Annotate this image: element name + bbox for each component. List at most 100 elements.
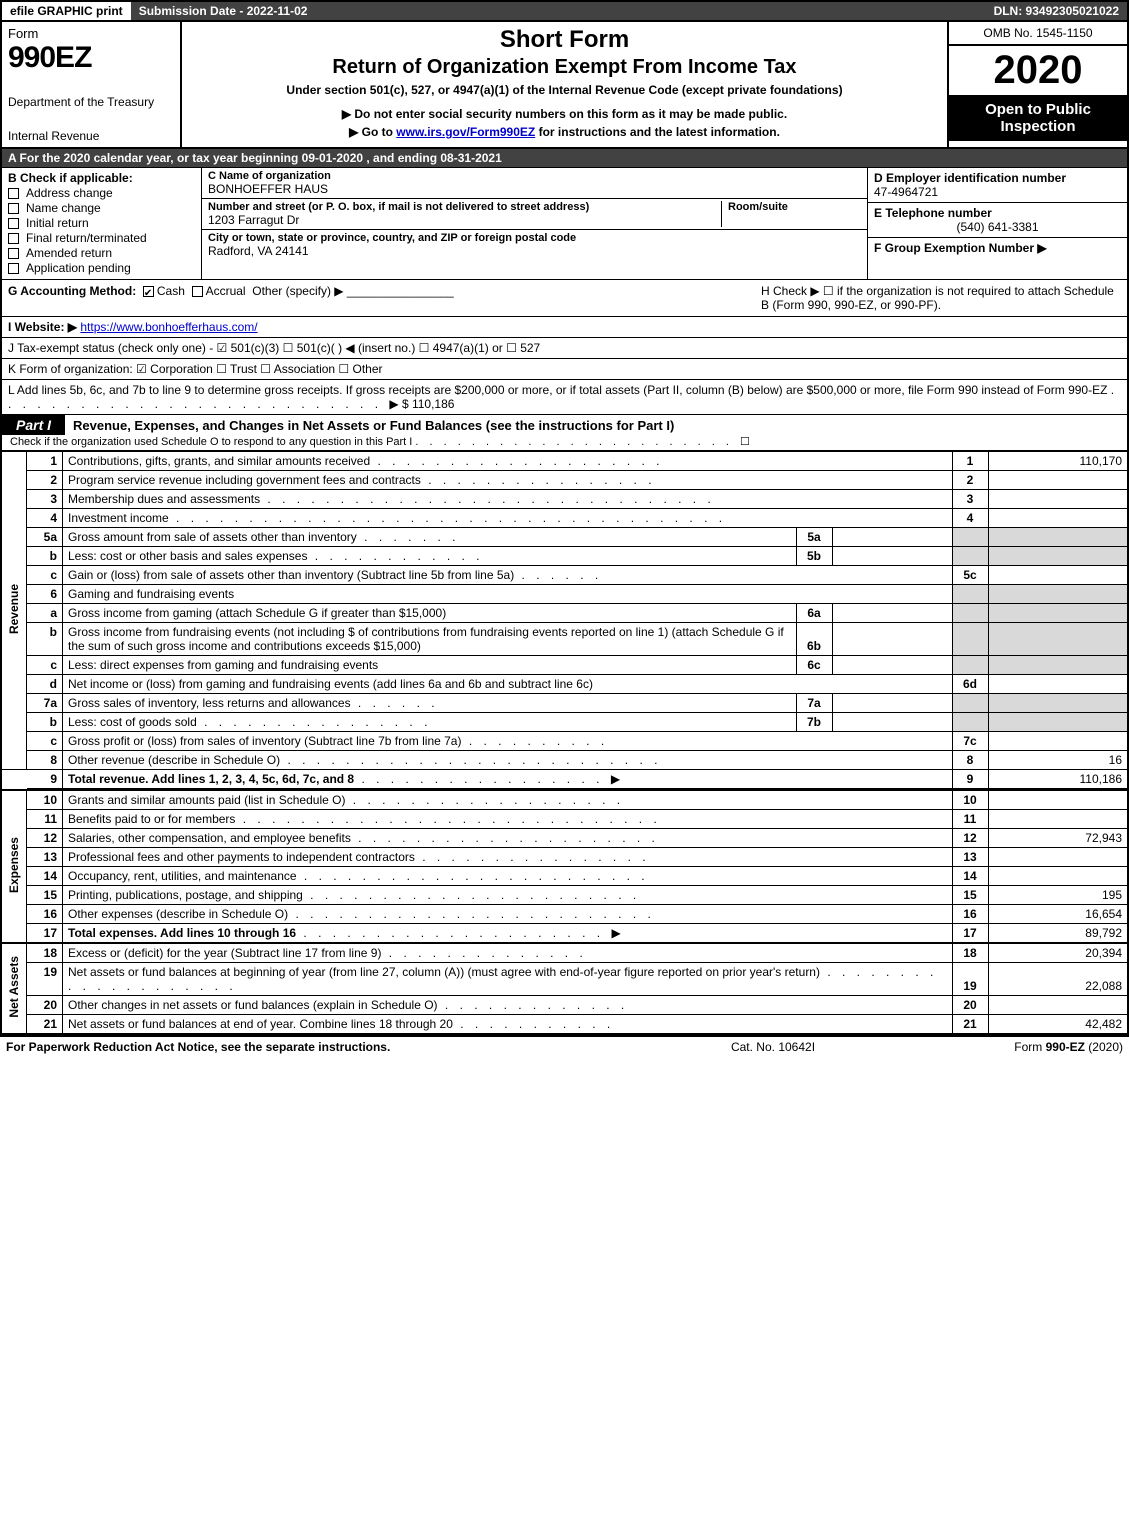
- cb-final-return[interactable]: Final return/terminated: [8, 231, 195, 245]
- cb-accrual: Accrual: [206, 284, 246, 298]
- revenue-table: Revenue 1 Contributions, gifts, grants, …: [0, 451, 1129, 789]
- line-j: J Tax-exempt status (check only one) - ☑…: [0, 338, 1129, 359]
- cb-initial-return[interactable]: Initial return: [8, 216, 195, 230]
- row-15: 15 Printing, publications, postage, and …: [1, 886, 1128, 905]
- cb-address-change[interactable]: Address change: [8, 186, 195, 200]
- dln: DLN: 93492305021022: [986, 2, 1127, 20]
- part-1-sub: Check if the organization used Schedule …: [2, 435, 1127, 450]
- row-7b: b Less: cost of goods sold . . . . . . .…: [1, 713, 1128, 732]
- expenses-table: Expenses 10 Grants and similar amounts p…: [0, 789, 1129, 943]
- org-city: Radford, VA 24141: [208, 244, 861, 258]
- e-phone-label: E Telephone number: [874, 206, 1121, 220]
- row-7c: c Gross profit or (loss) from sales of i…: [1, 732, 1128, 751]
- cb-amended-return[interactable]: Amended return: [8, 246, 195, 260]
- row-6a: a Gross income from gaming (attach Sched…: [1, 604, 1128, 623]
- box-def: D Employer identification number 47-4964…: [867, 168, 1127, 279]
- box: 1: [952, 452, 988, 471]
- checkbox-icon[interactable]: [8, 233, 19, 244]
- row-16: 16 Other expenses (describe in Schedule …: [1, 905, 1128, 924]
- part-1-label: Part I: [2, 415, 65, 435]
- cb-accrual-icon[interactable]: [192, 286, 203, 297]
- row-6d: d Net income or (loss) from gaming and f…: [1, 675, 1128, 694]
- checkbox-icon[interactable]: [8, 248, 19, 259]
- dots: . . . . . . . . . . . . . . . . . . . . …: [415, 436, 740, 448]
- title-return: Return of Organization Exempt From Incom…: [188, 56, 941, 79]
- cb-cash-icon[interactable]: [143, 286, 154, 297]
- e-phone-value: (540) 641-3381: [874, 220, 1121, 234]
- c-room-label: Room/suite: [728, 201, 861, 213]
- d-ein: D Employer identification number 47-4964…: [868, 168, 1127, 203]
- line-g: G Accounting Method: Cash Accrual Other …: [8, 284, 761, 312]
- open-to-public: Open to Public Inspection: [949, 95, 1127, 141]
- top-spacer: [315, 2, 985, 20]
- cb-cash: Cash: [157, 284, 185, 298]
- net-assets-table: Net Assets 18 Excess or (deficit) for th…: [0, 943, 1129, 1035]
- line-k: K Form of organization: ☑ Corporation ☐ …: [0, 359, 1129, 380]
- line-h: H Check ▶ ☐ if the organization is not r…: [761, 284, 1121, 312]
- d-ein-value: 47-4964721: [874, 185, 1121, 199]
- row-9: 9 Total revenue. Add lines 1, 2, 3, 4, 5…: [1, 770, 1128, 789]
- cb-application-pending[interactable]: Application pending: [8, 261, 195, 275]
- row-14: 14 Occupancy, rent, utilities, and maint…: [1, 867, 1128, 886]
- cb-other: Other (specify) ▶: [252, 284, 343, 298]
- box-b-title: B Check if applicable:: [8, 171, 195, 185]
- side-net-assets: Net Assets: [1, 944, 27, 1035]
- checkbox-icon[interactable]: [8, 188, 19, 199]
- row-6c: c Less: direct expenses from gaming and …: [1, 656, 1128, 675]
- d-ein-label: D Employer identification number: [874, 171, 1121, 185]
- submission-date: Submission Date - 2022-11-02: [131, 2, 316, 20]
- form-word: Form: [8, 26, 174, 41]
- f-group-label: F Group Exemption Number ▶: [874, 241, 1121, 255]
- header-left: Form 990EZ Department of the Treasury In…: [2, 22, 182, 147]
- page-footer: For Paperwork Reduction Act Notice, see …: [0, 1035, 1129, 1057]
- checkbox-icon[interactable]: [8, 218, 19, 229]
- line-g-label: G Accounting Method:: [8, 284, 136, 298]
- row-12: 12 Salaries, other compensation, and emp…: [1, 829, 1128, 848]
- paperwork-notice: For Paperwork Reduction Act Notice, see …: [6, 1040, 623, 1054]
- header-right: OMB No. 1545-1150 2020 Open to Public In…: [947, 22, 1127, 147]
- row-2: 2 Program service revenue including gove…: [1, 471, 1128, 490]
- row-1: Revenue 1 Contributions, gifts, grants, …: [1, 452, 1128, 471]
- form-number: 990EZ: [8, 41, 174, 75]
- form-ref: Form 990-EZ (2020): [923, 1040, 1123, 1054]
- side-revenue: Revenue: [1, 452, 27, 770]
- checkbox-icon[interactable]: [8, 203, 19, 214]
- part-1-title: Revenue, Expenses, and Changes in Net As…: [65, 416, 682, 435]
- row-10: Expenses 10 Grants and similar amounts p…: [1, 790, 1128, 810]
- efile-print[interactable]: efile GRAPHIC print: [2, 2, 131, 20]
- arrow-icon: [611, 772, 620, 786]
- line-l-amount: ▶ $ 110,186: [389, 397, 454, 411]
- row-21: 21 Net assets or fund balances at end of…: [1, 1015, 1128, 1035]
- title-short-form: Short Form: [188, 26, 941, 54]
- row-5b: b Less: cost or other basis and sales ex…: [1, 547, 1128, 566]
- row-4: 4 Investment income . . . . . . . . . . …: [1, 509, 1128, 528]
- row-11: 11 Benefits paid to or for members . . .…: [1, 810, 1128, 829]
- row-7a: 7a Gross sales of inventory, less return…: [1, 694, 1128, 713]
- row-3: 3 Membership dues and assessments . . . …: [1, 490, 1128, 509]
- note-link: ▶ Go to www.irs.gov/Form990EZ for instru…: [188, 125, 941, 139]
- header-center: Short Form Return of Organization Exempt…: [182, 22, 947, 147]
- row-17: 17 Total expenses. Add lines 10 through …: [1, 924, 1128, 943]
- row-13: 13 Professional fees and other payments …: [1, 848, 1128, 867]
- subtitle: Under section 501(c), 527, or 4947(a)(1)…: [188, 83, 941, 97]
- c-name: C Name of organization BONHOEFFER HAUS: [202, 168, 867, 199]
- irs-link[interactable]: www.irs.gov/Form990EZ: [396, 125, 535, 139]
- top-bar: efile GRAPHIC print Submission Date - 20…: [0, 0, 1129, 22]
- website-link[interactable]: https://www.bonhoefferhaus.com/: [80, 320, 257, 334]
- checkbox-icon[interactable]: [8, 263, 19, 274]
- row-20: 20 Other changes in net assets or fund b…: [1, 996, 1128, 1015]
- line-l: L Add lines 5b, 6c, and 7b to line 9 to …: [0, 380, 1129, 415]
- c-name-label: C Name of organization: [208, 170, 861, 182]
- note-ssn: ▶ Do not enter social security numbers o…: [188, 107, 941, 121]
- cb-name-change[interactable]: Name change: [8, 201, 195, 215]
- gh-row: G Accounting Method: Cash Accrual Other …: [0, 280, 1129, 317]
- org-street: 1203 Farragut Dr: [208, 213, 721, 227]
- note-link-post: for instructions and the latest informat…: [539, 125, 780, 139]
- line-a-period: A For the 2020 calendar year, or tax yea…: [0, 149, 1129, 168]
- part-1-sub-box[interactable]: ☐: [740, 436, 750, 448]
- row-8: 8 Other revenue (describe in Schedule O)…: [1, 751, 1128, 770]
- row-6: 6 Gaming and fundraising events: [1, 585, 1128, 604]
- row-18: Net Assets 18 Excess or (deficit) for th…: [1, 944, 1128, 963]
- d: Contributions, gifts, grants, and simila…: [63, 452, 953, 471]
- tax-year: 2020: [949, 46, 1127, 95]
